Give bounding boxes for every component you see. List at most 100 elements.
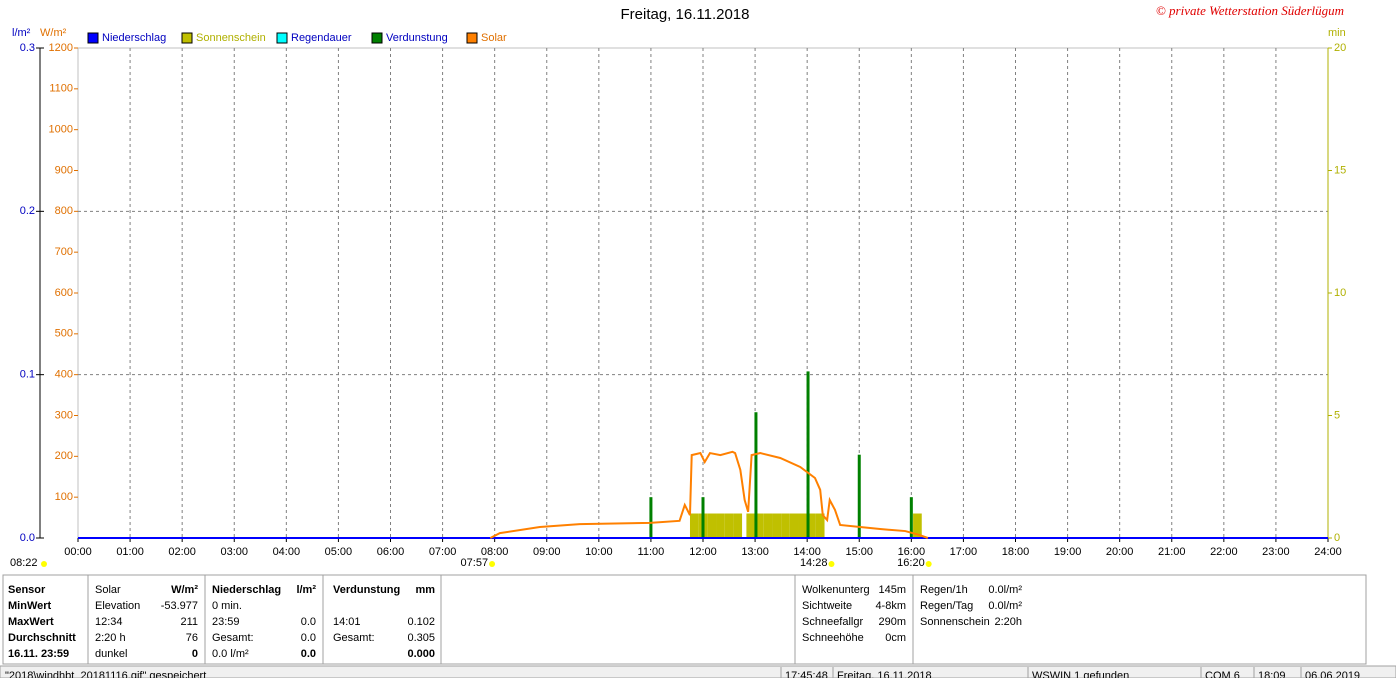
- x-tick-label: 03:00: [220, 546, 248, 558]
- legend-swatch: [87, 32, 99, 44]
- panel-value: 4-8km: [875, 600, 906, 612]
- panel-label: 23:59: [212, 616, 240, 628]
- y2-tick-label: 1000: [49, 124, 73, 136]
- x-tick-label: 24:00: [1314, 546, 1342, 558]
- y2-tick-label: 200: [55, 450, 73, 462]
- x-tick-label: 02:00: [168, 546, 196, 558]
- legend-label: Regendauer: [291, 32, 352, 44]
- panel-label: 16.11. 23:59: [8, 648, 69, 660]
- panel-value: 0.0: [301, 632, 316, 644]
- y2-tick-label: 500: [55, 328, 73, 340]
- legend-label: Sonnenschein: [196, 32, 266, 44]
- panel-label: 14:01: [333, 616, 361, 628]
- legend-swatch: [276, 32, 288, 44]
- panel-label: Regen/1h: [920, 584, 968, 596]
- annotation-marker: [828, 561, 835, 567]
- status-text: "2018\windhbt_20181116.gif" gespeichert: [5, 670, 206, 678]
- panel-value: 0.305: [407, 632, 435, 644]
- x-tick-label: 08:00: [481, 546, 509, 558]
- panel-value: 0.0: [301, 616, 316, 628]
- y3-axis-unit: min: [1328, 27, 1346, 39]
- day-length: 08:22: [10, 557, 38, 569]
- y-tick-label: 0.0: [20, 532, 35, 544]
- status-text: 06.06.2019: [1305, 670, 1360, 678]
- bar: [857, 454, 861, 538]
- watermark: © private Wetterstation Süderlügum: [1156, 3, 1344, 18]
- panel-label: dunkel: [95, 648, 127, 660]
- y2-tick-label: 600: [55, 287, 73, 299]
- panel-value: 76: [186, 632, 198, 644]
- x-tick-label: 07:00: [429, 546, 457, 558]
- x-tick-label: 00:00: [64, 546, 92, 558]
- panel-frame: [2, 574, 1367, 665]
- y2-tick-label: 900: [55, 164, 73, 176]
- y-axis-unit: l/m²: [12, 27, 31, 39]
- panel-label: Sichtweite: [802, 600, 852, 612]
- panel-value: -53.977: [161, 600, 198, 612]
- bar: [746, 513, 756, 538]
- x-tick-label: 20:00: [1106, 546, 1134, 558]
- x-tick-label: 13:00: [741, 546, 769, 558]
- panel-value: 0: [192, 648, 198, 660]
- x-tick-label: 12:00: [689, 546, 717, 558]
- bar: [716, 513, 725, 538]
- y2-tick-label: 300: [55, 409, 73, 421]
- panel-value: 0.0: [301, 648, 316, 660]
- annotation-label: 07:57: [461, 557, 489, 569]
- x-tick-label: 15:00: [845, 546, 873, 558]
- annotation-label: 16:20: [897, 557, 925, 569]
- x-tick-label: 04:00: [273, 546, 301, 558]
- x-tick-label: 09:00: [533, 546, 561, 558]
- bar: [754, 412, 758, 538]
- x-tick-label: 21:00: [1158, 546, 1186, 558]
- panel-label: Durchschnitt: [8, 632, 76, 644]
- y2-tick-label: 100: [55, 491, 73, 503]
- x-tick-label: 14:00: [793, 546, 821, 558]
- y2-tick-label: 700: [55, 246, 73, 258]
- panel-header: Solar: [95, 584, 121, 596]
- bar: [807, 513, 816, 538]
- panel-label: 0.0 l/m²: [212, 648, 249, 660]
- legend-swatch: [371, 32, 383, 44]
- panel-label: MaxWert: [8, 616, 54, 628]
- x-tick-label: 01:00: [116, 546, 144, 558]
- panel-label: MinWert: [8, 600, 52, 612]
- panel-label: Elevation: [95, 600, 140, 612]
- y2-tick-label: 800: [55, 205, 73, 217]
- y3-tick-label: 20: [1334, 42, 1346, 54]
- bar: [772, 513, 782, 538]
- legend-label: Verdunstung: [386, 32, 448, 44]
- chart-title: Freitag, 16.11.2018: [621, 6, 750, 23]
- status-text: WSWIN 1 gefunden: [1032, 670, 1129, 678]
- panel-value: 0.0l/m²: [988, 600, 1022, 612]
- x-tick-label: 05:00: [325, 546, 353, 558]
- panel-label: 12:34: [95, 616, 123, 628]
- y3-tick-label: 10: [1334, 287, 1346, 299]
- panel-value: 290m: [878, 616, 906, 628]
- x-tick-label: 18:00: [1002, 546, 1030, 558]
- panel-label: Schneehöhe: [802, 632, 864, 644]
- bar: [909, 497, 913, 538]
- panel-label: Gesamt:: [333, 632, 375, 644]
- bar: [707, 513, 717, 538]
- x-tick-label: 10:00: [585, 546, 613, 558]
- legend-label: Niederschlag: [102, 32, 166, 44]
- status-text: 18:09: [1258, 670, 1286, 678]
- panel-header: Niederschlag: [212, 584, 281, 596]
- x-tick-label: 06:00: [377, 546, 405, 558]
- bar: [733, 513, 743, 538]
- y2-axis-unit: W/m²: [40, 27, 67, 39]
- x-tick-label: 11:00: [638, 546, 665, 558]
- bar: [755, 513, 764, 538]
- legend-swatch: [181, 32, 193, 44]
- status-bar: [0, 665, 1396, 678]
- status-text: Freitag, 16.11.2018: [837, 670, 932, 678]
- panel-label: Wolkenunterg: [802, 584, 870, 596]
- y3-tick-label: 0: [1334, 532, 1340, 544]
- panel-header: mm: [415, 584, 435, 596]
- panel-label: 0 min.: [212, 600, 242, 612]
- bar: [763, 513, 773, 538]
- x-tick-label: 23:00: [1262, 546, 1290, 558]
- panel-dividers: [87, 575, 914, 664]
